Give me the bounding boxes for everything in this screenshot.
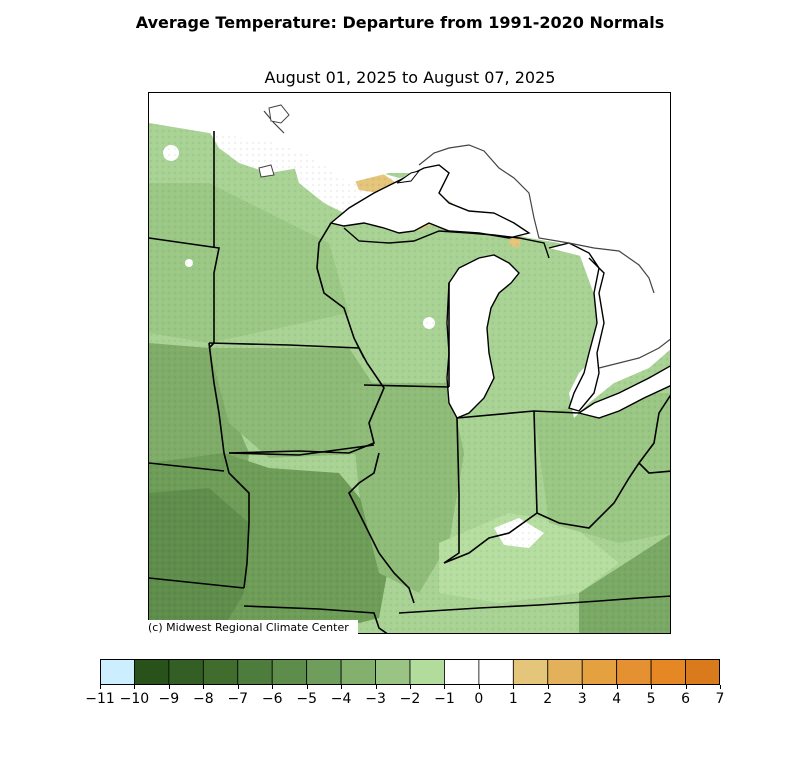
colorbar-tick — [168, 685, 170, 689]
ohio-west-virginia-border — [638, 394, 670, 464]
colorbar-tick — [375, 685, 377, 689]
indiana-ohio-border — [533, 410, 538, 514]
colorbar-tick-label: −1 — [434, 691, 455, 707]
colorbar-tick — [306, 685, 308, 689]
indiana-kentucky-border — [443, 461, 670, 564]
colorbar-tick — [444, 685, 446, 689]
colorbar-tick — [478, 685, 480, 689]
colorbar-tick-label: 0 — [474, 691, 484, 707]
colorbar-tick-label: −4 — [330, 691, 352, 707]
colorbar-tick — [720, 685, 721, 689]
colorbar-swatch — [547, 658, 583, 686]
colorbar-tick — [410, 685, 411, 689]
colorbar-tick — [203, 685, 205, 689]
colorbar-tick — [513, 685, 515, 689]
minnesota-border — [149, 237, 220, 349]
colorbar-swatch — [444, 658, 480, 686]
colorbar-tick — [582, 685, 584, 689]
colorbar-swatch — [375, 658, 411, 686]
colorbar-tick-label: −3 — [365, 691, 386, 707]
colorbar-swatch — [512, 658, 549, 686]
colorbar-tick-label: 5 — [646, 691, 656, 707]
colorbar-tick-label: 7 — [715, 691, 725, 707]
colorbar-tick — [237, 685, 239, 689]
colorbar-swatch — [409, 658, 445, 686]
colorbar-tick — [341, 685, 343, 689]
colorbar-tick-label: −5 — [296, 691, 317, 707]
map-title: Average Temperature: Departure from 1991… — [135, 13, 665, 32]
colorbar-tick-label: 4 — [612, 691, 622, 707]
colorbar-tick-label: −10 — [119, 691, 150, 707]
colorbar-swatch — [237, 658, 273, 686]
lake-nipigon — [268, 104, 290, 124]
temperature-departure-map — [148, 92, 671, 634]
colorbar-outline — [100, 659, 720, 685]
colorbar-tick-labels: −11 −10 −9 −8 −7 −6 −5 −4 −3 −2 −1 0 1 2 3 4 5 6 7 — [85, 685, 724, 715]
colorbar-swatch — [168, 658, 204, 686]
lake-of-the-woods — [258, 164, 275, 178]
lake-huron — [548, 242, 605, 412]
iowa-missouri-border — [228, 444, 375, 456]
canada-region — [149, 93, 670, 418]
colorbar-tick-label: −8 — [193, 691, 214, 707]
colorbar-swatch — [581, 658, 618, 686]
colorbar-tick — [547, 685, 549, 689]
colorbar-tick-label: −9 — [158, 691, 180, 707]
colorbar-swatch — [340, 658, 376, 686]
map-subtitle: August 01, 2025 to August 07, 2025 — [264, 68, 556, 87]
colorbar-tick-label: −2 — [399, 691, 421, 707]
illinois-border — [348, 452, 415, 604]
colorbar-tick — [616, 685, 618, 689]
colorbar-tick-label: −11 — [85, 691, 115, 707]
colorbar-swatch — [202, 658, 239, 686]
colorbar-tick — [100, 685, 101, 689]
minnesota-wisconsin-border — [316, 222, 365, 359]
isle-royale — [396, 170, 421, 184]
credit-label: (c) Midwest Regional Climate Center — [148, 620, 358, 635]
missouri-kansas-border — [149, 462, 225, 472]
wisconsin-illinois-border — [363, 384, 450, 388]
colorbar-tick-label: −7 — [227, 691, 249, 707]
missouri-border — [223, 452, 250, 589]
colorbar-swatch — [306, 658, 342, 686]
colorbar-tick — [134, 685, 136, 689]
canada-coastline — [263, 110, 670, 369]
missouri-arkansas-border — [243, 605, 388, 633]
colorbar-tick — [685, 685, 687, 689]
colorbar-tick — [651, 685, 653, 689]
colorbar-swatch — [478, 658, 514, 686]
lake-erie — [577, 365, 670, 419]
colorbar-tick-label: −6 — [261, 691, 283, 707]
colorbar-swatch — [650, 658, 686, 686]
illinois-indiana-border — [443, 417, 460, 564]
lake-michigan — [446, 254, 520, 419]
michigan-indiana-border — [456, 410, 580, 419]
colorbar — [99, 658, 721, 686]
upper-peninsula-coast — [343, 227, 550, 259]
colorbar-swatch — [99, 658, 135, 686]
colorbar-tick-label: 2 — [543, 691, 553, 707]
colorbar-swatch — [616, 658, 652, 686]
colorbar-tick-label: 6 — [681, 691, 691, 707]
colorbar-tick-label: 1 — [508, 691, 518, 707]
colorbar-swatch — [271, 658, 308, 686]
state-boundaries — [149, 131, 670, 633]
colorbar-swatches — [99, 658, 721, 686]
colorbar-swatch — [134, 658, 170, 686]
colorbar-tick — [272, 685, 274, 689]
kentucky-tennessee-border — [398, 595, 670, 614]
kansas-oklahoma-border — [149, 577, 245, 589]
colorbar-swatch — [685, 658, 721, 686]
colorbar-tick-label: 3 — [577, 691, 587, 707]
iowa-west-border — [208, 342, 225, 454]
